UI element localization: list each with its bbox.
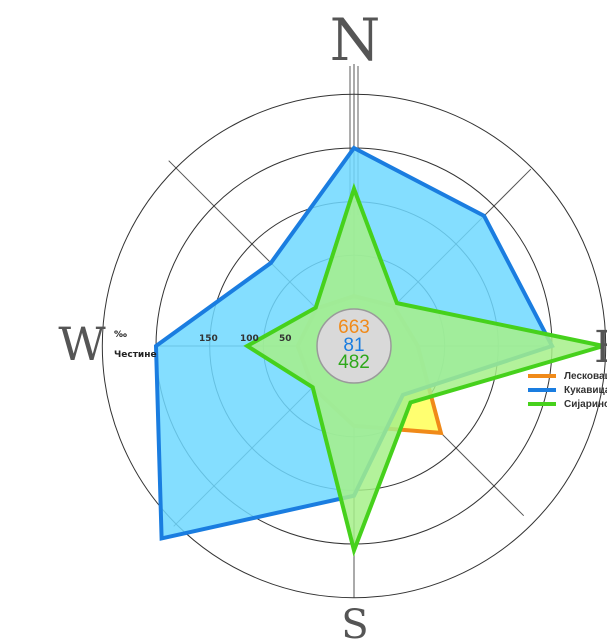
legend: Лесковац Кукавица Сијаринска бања [528,371,607,410]
unit-permille: ‰ [114,330,127,340]
ring-label-150: 150 [199,334,218,344]
ring-200 [101,93,607,599]
legend-label-series-2: Кукавица [564,385,607,396]
compass-north: N [330,6,381,74]
legend-label-series-1: Лесковац [564,371,607,382]
legend-label-series-3: Сијаринска бања [564,398,607,410]
compass-east: E [594,322,607,373]
calm-circle [316,308,392,384]
calm-value-series-3: 482 [338,352,370,373]
ring-label-50: 50 [279,334,292,344]
compass-south: S [341,602,368,642]
calm-value-series-1: 663 [338,317,370,338]
unit-frequency: Честине [114,350,157,360]
calm-value-series-2: 81 [343,335,364,356]
ring-label-100: 100 [240,334,259,344]
compass-west: W [58,317,106,371]
